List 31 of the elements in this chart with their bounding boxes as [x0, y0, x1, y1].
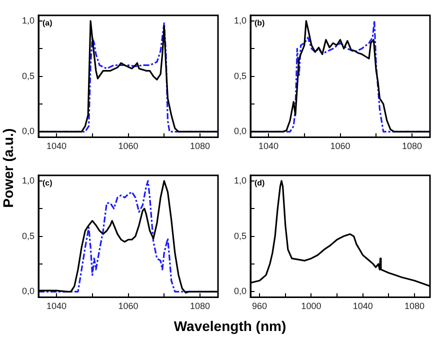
x-tick-label: 1080: [190, 141, 210, 152]
x-tick-label: 1080: [404, 301, 425, 312]
x-tick-label: 1060: [330, 141, 350, 152]
y-tick-label: 1,0: [22, 175, 35, 186]
y-tick-label: 1,0: [234, 15, 247, 26]
y-tick-label: 0,0: [22, 286, 35, 296]
x-tick-label: 1080: [402, 141, 422, 152]
x-tick-label: 1060: [118, 301, 138, 312]
x-tick-label: 1040: [46, 141, 66, 152]
y-tick-label: 0,5: [234, 230, 247, 241]
x-tick-label: 1060: [118, 141, 138, 152]
y-tick-label: 1,0: [234, 175, 247, 186]
annotation: (b): [254, 18, 266, 28]
x-tick-label: 1040: [46, 301, 66, 312]
x-axis-title: Wavelength (nm): [172, 318, 288, 334]
x-tick-label: 1000: [301, 301, 322, 312]
y-axis-title: Power (a.u.): [0, 127, 16, 210]
y-tick-label: 0,0: [234, 126, 247, 136]
annotation: (a): [42, 18, 53, 28]
x-tick-label: 960: [252, 301, 268, 312]
y-tick-label: 0,0: [22, 126, 35, 136]
annotation: (d): [254, 178, 266, 188]
y-tick-label: 0,5: [22, 70, 35, 81]
annotation: (c): [42, 178, 53, 188]
y-tick-label: 1,0: [22, 15, 35, 26]
y-tick-label: 0,5: [22, 230, 35, 241]
y-tick-label: 0,5: [234, 70, 247, 81]
x-tick-label: 1040: [352, 301, 373, 312]
x-tick-label: 1040: [258, 141, 278, 152]
x-tick-label: 1080: [190, 301, 210, 312]
y-tick-label: 0,0: [234, 286, 247, 296]
